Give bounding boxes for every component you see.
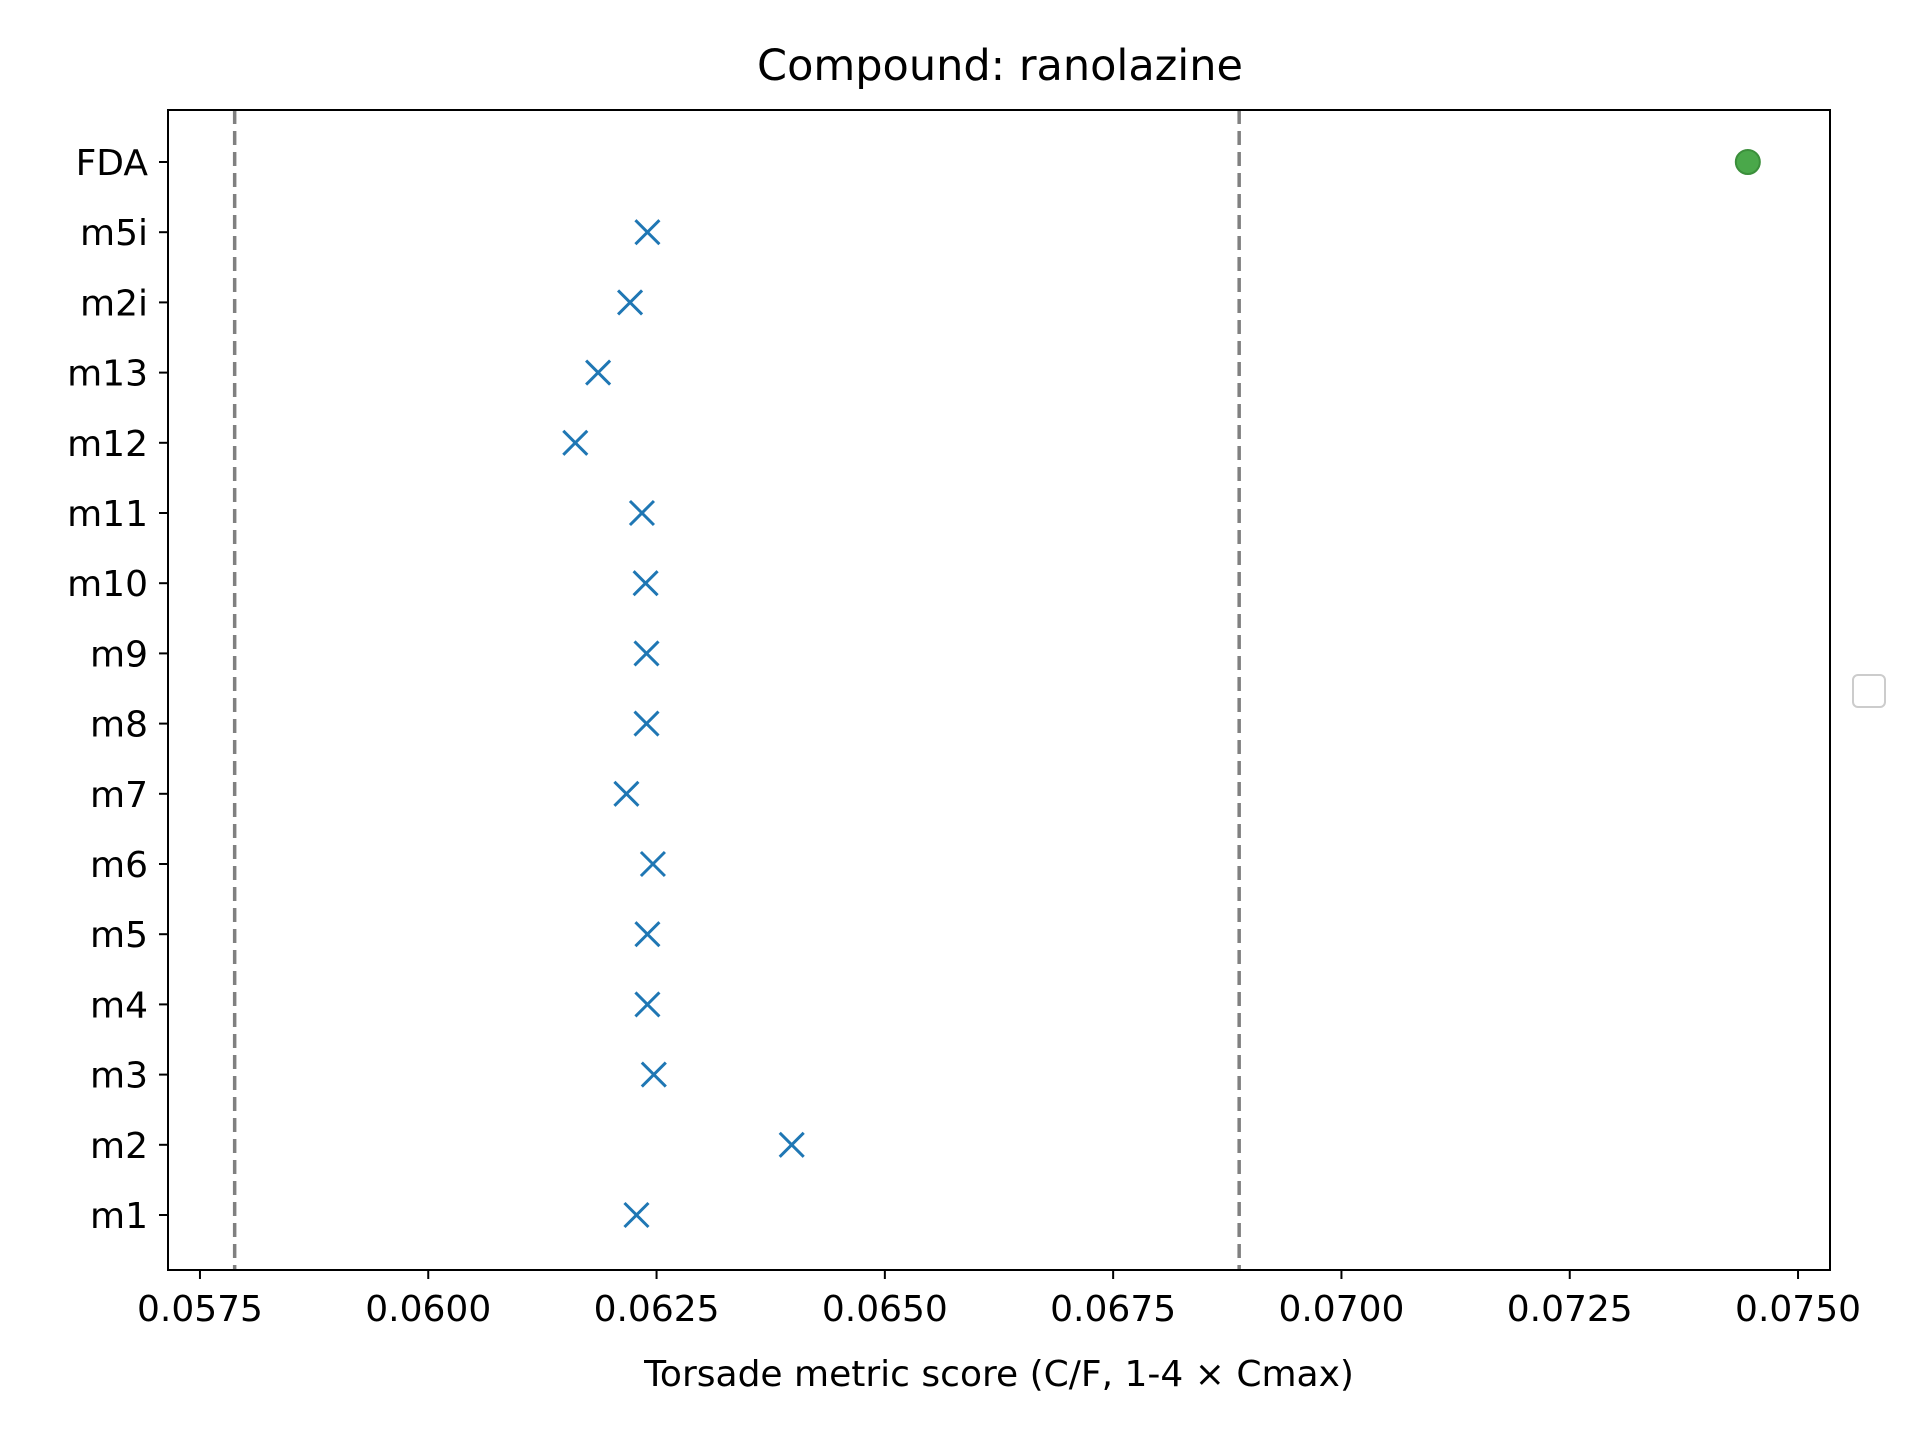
x-tick-label: 0.0600 xyxy=(365,1289,491,1330)
data-point-m11 xyxy=(628,499,656,527)
x-tick-label: 0.0700 xyxy=(1278,1289,1404,1330)
y-tick-label: m5i xyxy=(80,213,148,254)
data-point-m7 xyxy=(613,780,640,807)
data-point-m10 xyxy=(632,570,659,597)
y-tick-label: m8 xyxy=(90,705,148,746)
data-point-m2i xyxy=(617,289,644,316)
y-tick-label: m2 xyxy=(90,1126,148,1167)
reference-lines xyxy=(232,110,1241,1270)
data-point-m8 xyxy=(633,710,660,737)
x-axis-label: Torsade metric score (C/F, 1-4 × Cmax) xyxy=(643,1354,1354,1395)
y-tick-label: m7 xyxy=(90,775,148,816)
y-tick-label: m9 xyxy=(90,634,148,675)
data-point-m3 xyxy=(640,1061,667,1088)
data-point-m6 xyxy=(639,850,666,878)
data-point-m5 xyxy=(634,921,661,948)
x-tick-label: 0.0650 xyxy=(822,1289,948,1330)
y-tick-label: m1 xyxy=(90,1196,148,1237)
y-tick-label: FDA xyxy=(76,143,149,184)
x-tick-label: 0.0575 xyxy=(137,1289,263,1330)
x-tick-label: 0.0675 xyxy=(1050,1289,1176,1330)
y-tick-label: m4 xyxy=(90,985,148,1026)
plot-frame xyxy=(167,109,1831,1271)
data-point-m9 xyxy=(633,640,660,667)
y-tick-label: m12 xyxy=(67,424,148,465)
data-point-m4 xyxy=(634,991,661,1018)
data-point-m2 xyxy=(778,1131,805,1158)
chart-title: Compound: ranolazine xyxy=(757,41,1243,91)
data-points xyxy=(562,149,1761,1229)
data-point-m13 xyxy=(585,359,612,386)
y-tick-label: m13 xyxy=(67,354,148,395)
y-tick-label: m5 xyxy=(90,915,148,956)
x-tick-label: 0.0625 xyxy=(594,1289,720,1330)
data-point-FDA xyxy=(1734,149,1761,175)
y-tick-label: m3 xyxy=(90,1056,148,1097)
legend-box xyxy=(1852,674,1886,708)
data-point-m1 xyxy=(623,1201,650,1229)
y-tick-label: m10 xyxy=(67,564,148,605)
x-tick-label: 0.0725 xyxy=(1507,1289,1633,1330)
data-point-m12 xyxy=(562,429,589,456)
data-point-m5i xyxy=(634,219,661,246)
x-tick-label: 0.0750 xyxy=(1735,1289,1861,1330)
y-tick-label: m6 xyxy=(90,845,148,886)
y-tick-label: m11 xyxy=(67,494,148,535)
x-axis: 0.0575 0.0600 0.0625 0.0650 0.0675 0.0700 0.07… xyxy=(137,1270,1861,1330)
y-axis: m1 m2 m3 m4 m5 m6 m7 m8 m9 m10 m11 m12 m13 m2i m5i FDA xyxy=(67,143,168,1237)
y-tick-label: m2i xyxy=(80,283,148,324)
